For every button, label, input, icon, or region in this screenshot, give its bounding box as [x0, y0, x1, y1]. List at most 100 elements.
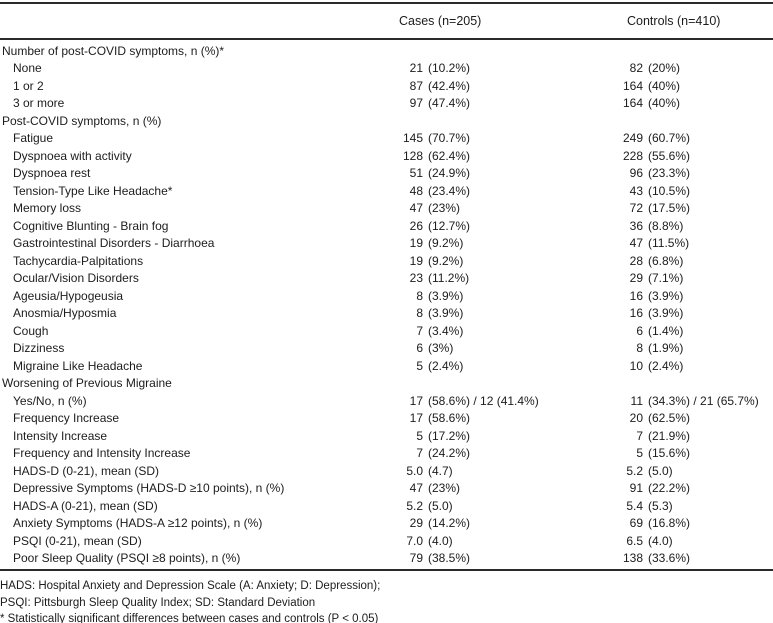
controls-percent: (4.0)	[648, 533, 673, 548]
controls-count: 69	[629, 516, 643, 531]
cases-cell: 47 (23%)	[391, 201, 611, 215]
cases-percent: (4.0)	[428, 533, 453, 548]
cases-cell: 145 (70.7%)	[391, 131, 611, 145]
cases-cell: 19 (9.2%)	[391, 236, 611, 250]
controls-cell: 138 (33.6%)	[611, 551, 773, 565]
cases-percent: (10.2%)	[428, 61, 471, 76]
header-cases-column: Cases (n=205)	[399, 14, 482, 28]
table-row: Frequency Increase 17 (58.6%) 20 (62.5%)	[0, 410, 773, 428]
cases-cell: 47 (23%)	[391, 481, 611, 495]
cases-count: 23	[409, 271, 423, 286]
row-label: Migraine Like Headache	[13, 358, 143, 373]
controls-percent: (11.5%)	[648, 236, 690, 251]
cases-cell: 51 (24.9%)	[391, 166, 611, 180]
row-label: Fatigue	[13, 131, 54, 146]
controls-cell: 8 (1.9%)	[611, 341, 773, 355]
cases-cell: 21 (10.2%)	[391, 61, 611, 75]
controls-percent: (10.5%)	[648, 183, 691, 198]
cases-percent: (9.2%)	[428, 253, 464, 268]
cases-cell: 29 (14.2%)	[391, 516, 611, 530]
controls-percent: (7.1%)	[648, 271, 684, 286]
controls-count: 164	[622, 96, 643, 111]
controls-cell: 10 (2.4%)	[611, 359, 773, 373]
cases-count: 5.0	[406, 463, 423, 478]
footnote-hads: HADS: Hospital Anxiety and Depression Sc…	[0, 580, 381, 592]
row-label: Memory loss	[13, 201, 82, 216]
row-label: Ocular/Vision Disorders	[13, 271, 139, 286]
controls-count: 6	[636, 323, 643, 338]
row-label: HADS-A (0-21), mean (SD)	[13, 498, 158, 513]
table-footnotes: HADS: Hospital Anxiety and Depression Sc…	[0, 571, 773, 623]
controls-count: 16	[629, 288, 643, 303]
controls-percent: (17.5%)	[648, 201, 691, 216]
cases-percent: (42.4%)	[428, 78, 471, 93]
cases-percent: (4.7)	[428, 463, 453, 478]
controls-percent: (55.6%)	[648, 148, 691, 163]
table-row: 3 or more 97 (47.4%) 164 (40%)	[0, 95, 773, 113]
cases-percent: (38.5%)	[428, 551, 471, 566]
row-label: Frequency Increase	[13, 411, 120, 426]
cases-percent: (12.7%)	[428, 218, 471, 233]
row-label: Dizziness	[13, 341, 65, 356]
cases-cell: 7 (24.2%)	[391, 446, 611, 460]
row-label: Ageusia/Hypogeusia	[13, 288, 124, 303]
controls-count: 16	[629, 306, 643, 321]
cases-percent: (2.4%)	[428, 358, 464, 373]
cases-cell: 8 (3.9%)	[391, 289, 611, 303]
cases-count: 8	[416, 306, 423, 321]
row-label: Anosmia/Hyposmia	[13, 306, 117, 321]
controls-count: 29	[629, 271, 643, 286]
cases-percent: (24.2%)	[428, 446, 471, 461]
table-row: Worsening of Previous Migraine	[0, 375, 773, 393]
controls-cell: 29 (7.1%)	[611, 271, 773, 285]
cases-count: 26	[409, 218, 423, 233]
cases-cell: 79 (38.5%)	[391, 551, 611, 565]
cases-cell: 5.0 (4.7)	[391, 464, 611, 478]
controls-count: 138	[622, 551, 643, 566]
table-row: Cognitive Blunting - Brain fog 26 (12.7%…	[0, 217, 773, 235]
cases-count: 48	[409, 183, 423, 198]
controls-cell: 164 (40%)	[611, 96, 773, 110]
controls-percent: (3.9%)	[648, 306, 684, 321]
controls-cell: 20 (62.5%)	[611, 411, 773, 425]
cases-cell: 7 (3.4%)	[391, 324, 611, 338]
cases-cell: 128 (62.4%)	[391, 149, 611, 163]
table-row: Yes/No, n (%) 17 (58.6%) / 12 (41.4%) 11…	[0, 392, 773, 410]
controls-percent: (2.4%)	[648, 358, 684, 373]
table-row: Ocular/Vision Disorders 23 (11.2%) 29 (7…	[0, 270, 773, 288]
table-row: Migraine Like Headache 5 (2.4%) 10 (2.4%…	[0, 357, 773, 375]
cases-percent: (23%)	[428, 481, 461, 496]
table-row: 1 or 2 87 (42.4%) 164 (40%)	[0, 77, 773, 95]
cases-percent: (14.2%)	[428, 516, 471, 531]
controls-count: 8	[636, 341, 643, 356]
cases-count: 47	[409, 481, 423, 496]
table-row: Anosmia/Hyposmia 8 (3.9%) 16 (3.9%)	[0, 305, 773, 323]
row-label: Frequency and Intensity Increase	[13, 446, 191, 461]
controls-count: 5	[636, 446, 643, 461]
row-label: Depressive Symptoms (HADS-D ≥10 points),…	[13, 481, 285, 496]
cases-count: 19	[409, 253, 423, 268]
controls-percent: (6.8%)	[648, 253, 684, 268]
table-row: PSQI (0-21), mean (SD) 7.0 (4.0) 6.5 (4.…	[0, 532, 773, 550]
cases-cell: 87 (42.4%)	[391, 79, 611, 93]
controls-cell: 43 (10.5%)	[611, 184, 773, 198]
controls-count: 36	[629, 218, 643, 233]
row-label: Worsening of Previous Migraine	[2, 376, 172, 391]
controls-count: 249	[622, 131, 643, 146]
table-header-row: Cases (n=205) Controls (n=410)	[0, 2, 773, 40]
cases-count: 29	[409, 516, 423, 531]
row-label: 1 or 2	[13, 78, 44, 93]
controls-count: 91	[629, 481, 643, 496]
controls-count: 43	[629, 183, 643, 198]
controls-percent: (3.9%)	[648, 288, 684, 303]
table-row: Dizziness 6 (3%) 8 (1.9%)	[0, 340, 773, 358]
controls-cell: 47 (11.5%)	[611, 236, 773, 250]
cases-count: 5	[416, 428, 423, 443]
cases-percent: (5.0)	[428, 498, 453, 513]
table-row: Frequency and Intensity Increase 7 (24.2…	[0, 445, 773, 463]
row-label: Gastrointestinal Disorders - Diarrhoea	[13, 236, 215, 251]
table-row: Tension-Type Like Headache* 48 (23.4%) 4…	[0, 182, 773, 200]
cases-cell: 17 (58.6%)	[391, 411, 611, 425]
cases-count: 7.0	[406, 533, 423, 548]
